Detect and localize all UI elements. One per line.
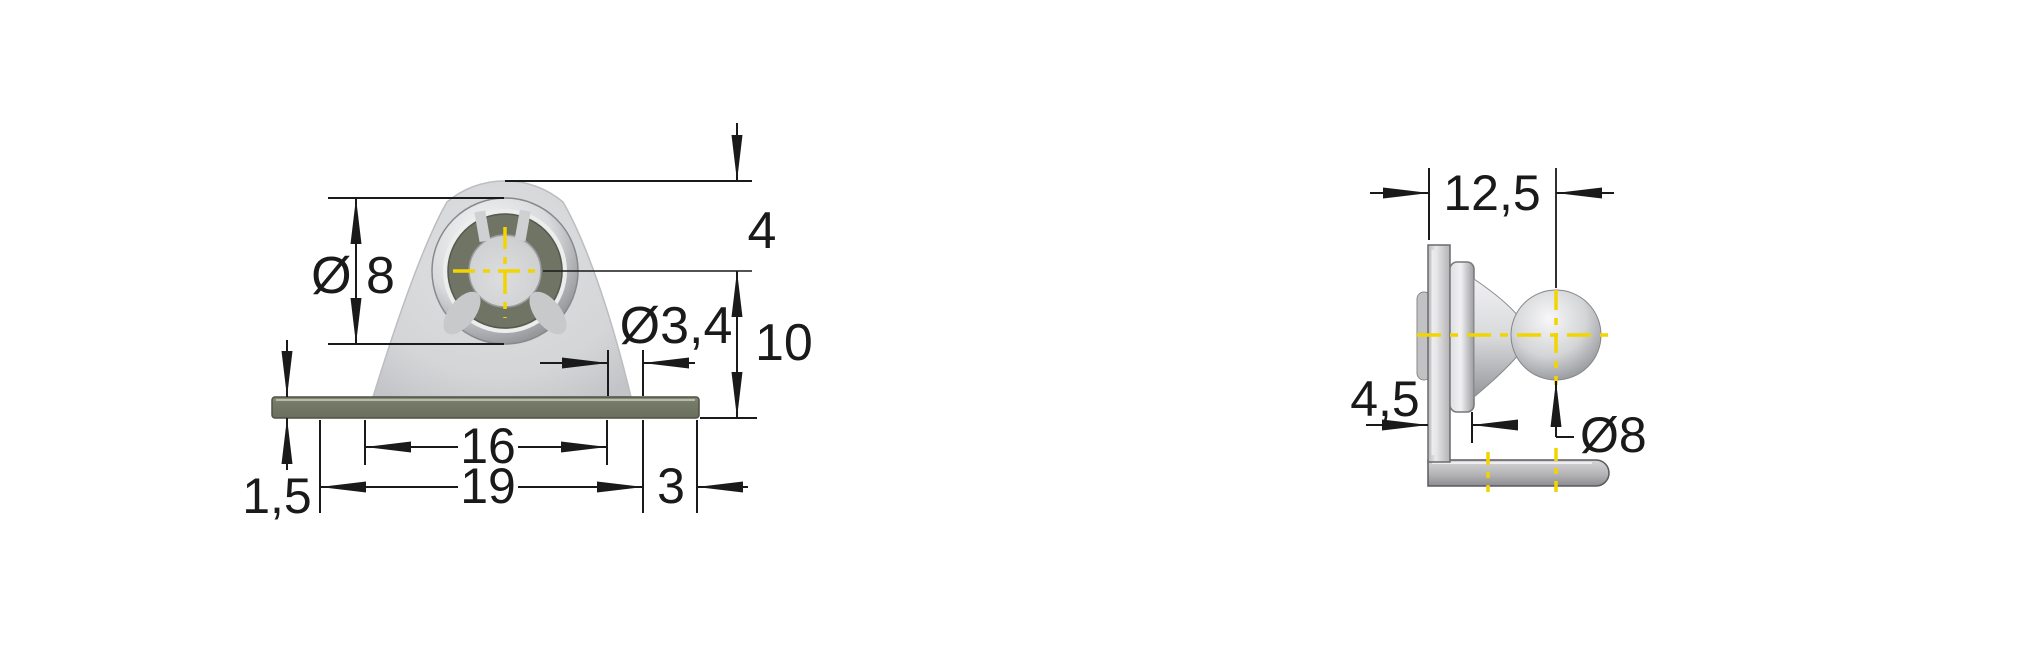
front-dimension-lines [281,123,757,513]
side-dimension-lines [1366,168,1614,443]
dim-mount-hole-diameter: Ø3,4 [620,297,733,355]
front-view: Ø 8 4 10 Ø3,4 1,5 16 19 3 [242,123,813,524]
dim-edge-offset: 3 [657,458,685,514]
ball-stud [1449,261,1602,413]
angle-base [1427,459,1610,487]
dim-center-to-base: 10 [755,314,813,372]
side-view: 12,5 4,5 Ø8 [1350,165,1647,492]
dim-hole-spacing: 16 [460,418,516,474]
side-centerlines [1417,290,1612,492]
stud-flange [1449,261,1475,413]
dim-plate-thickness: 1,5 [242,468,312,524]
dim-eye-diameter: Ø 8 [311,247,395,305]
dim-depth: 12,5 [1443,165,1540,221]
dim-flange-thickness: 4,5 [1350,371,1420,427]
centerline-cross [453,227,540,318]
vertical-plate [1427,244,1451,463]
dim-length: 19 [460,458,516,514]
base-plate [271,396,700,419]
dim-top-to-center: 4 [748,202,777,260]
dim-ball-diameter: Ø8 [1580,407,1647,463]
